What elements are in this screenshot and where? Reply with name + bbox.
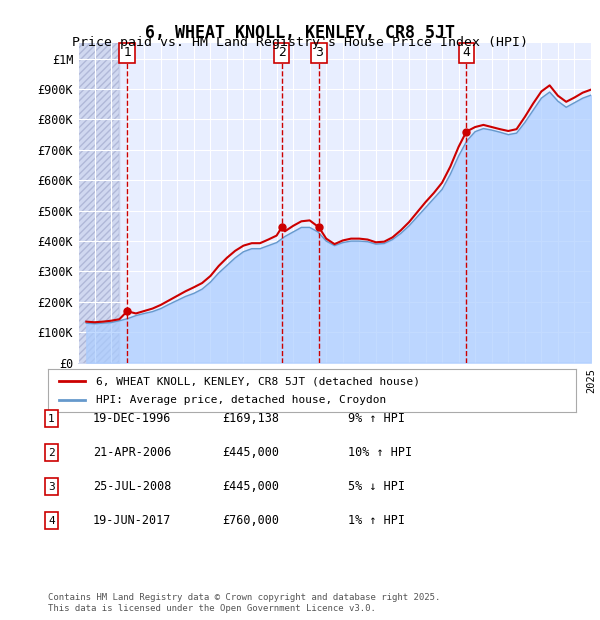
Text: 9% ↑ HPI: 9% ↑ HPI [348, 412, 405, 425]
Text: HPI: Average price, detached house, Croydon: HPI: Average price, detached house, Croy… [95, 395, 386, 405]
Text: 1% ↑ HPI: 1% ↑ HPI [348, 515, 405, 527]
Text: Contains HM Land Registry data © Crown copyright and database right 2025.
This d: Contains HM Land Registry data © Crown c… [48, 593, 440, 613]
Text: 10% ↑ HPI: 10% ↑ HPI [348, 446, 412, 459]
Text: £445,000: £445,000 [222, 446, 279, 459]
Text: 3: 3 [48, 482, 55, 492]
Text: 2: 2 [48, 448, 55, 458]
Text: 3: 3 [315, 46, 323, 60]
Text: 4: 4 [463, 46, 470, 60]
Text: 6, WHEAT KNOLL, KENLEY, CR8 5JT: 6, WHEAT KNOLL, KENLEY, CR8 5JT [145, 24, 455, 42]
Text: 19-DEC-1996: 19-DEC-1996 [93, 412, 172, 425]
Text: 6, WHEAT KNOLL, KENLEY, CR8 5JT (detached house): 6, WHEAT KNOLL, KENLEY, CR8 5JT (detache… [95, 376, 419, 386]
Text: £445,000: £445,000 [222, 480, 279, 493]
Text: 1: 1 [48, 414, 55, 423]
Text: 2: 2 [278, 46, 286, 60]
Text: £760,000: £760,000 [222, 515, 279, 527]
Text: 19-JUN-2017: 19-JUN-2017 [93, 515, 172, 527]
Text: 21-APR-2006: 21-APR-2006 [93, 446, 172, 459]
Text: 1: 1 [123, 46, 131, 60]
Text: 4: 4 [48, 516, 55, 526]
Text: 25-JUL-2008: 25-JUL-2008 [93, 480, 172, 493]
Text: £169,138: £169,138 [222, 412, 279, 425]
Bar [78, 43, 119, 363]
Text: 5% ↓ HPI: 5% ↓ HPI [348, 480, 405, 493]
Text: Price paid vs. HM Land Registry's House Price Index (HPI): Price paid vs. HM Land Registry's House … [72, 36, 528, 49]
